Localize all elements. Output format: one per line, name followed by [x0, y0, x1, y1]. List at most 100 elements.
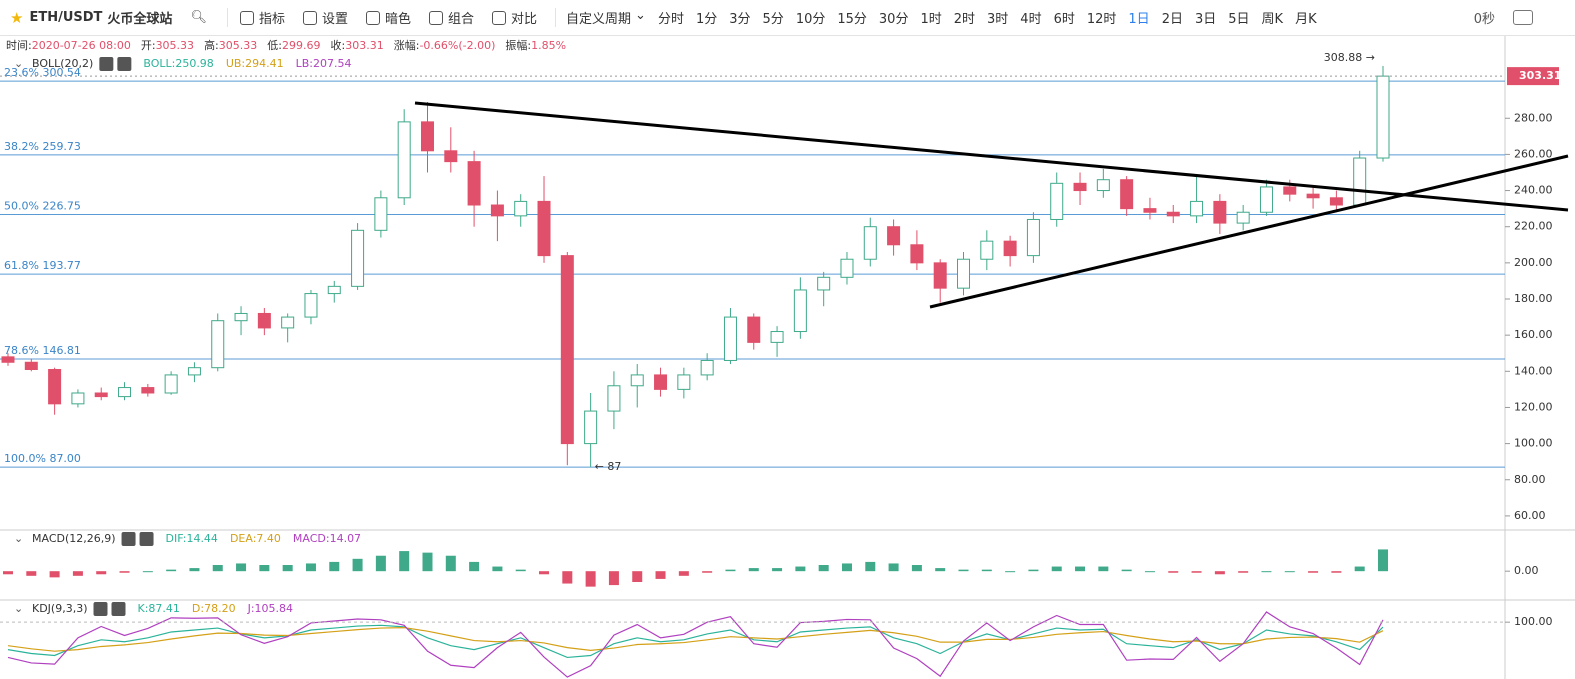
period-button[interactable]: 2日 [1161, 12, 1183, 27]
period-button[interactable]: 10分 [795, 12, 826, 27]
macd-bar [818, 565, 829, 572]
clock: 0秒 [1473, 12, 1495, 27]
period-button[interactable]: 5分 [762, 12, 784, 27]
screenshot[interactable] [1513, 10, 1533, 25]
tool-button[interactable]: 对比 [492, 8, 537, 27]
settings-button[interactable] [121, 532, 136, 546]
period-button[interactable]: 周K [1261, 12, 1284, 27]
period-button[interactable]: 分时 [657, 12, 684, 27]
macd-bar [981, 569, 992, 572]
period-button[interactable]: 3时 [987, 12, 1009, 27]
kdj-line [7, 611, 1384, 678]
fib-label: 50.0% 226.75 [4, 200, 81, 213]
tool-icon [492, 10, 507, 25]
collapse-arrow: ⌄ [14, 602, 23, 615]
legend-item: DIF:14.44 [166, 532, 218, 545]
period-button[interactable]: 月K [1295, 12, 1317, 27]
fib-label: 78.6% 146.81 [4, 344, 81, 357]
candle-body [863, 226, 877, 260]
period-button[interactable]: 15分 [837, 12, 867, 27]
price-annotation: ← 87 [595, 460, 622, 473]
legend-item: BOLL:250.98 [143, 57, 213, 70]
period-button[interactable]: 6时 [1053, 12, 1075, 27]
candle-body [887, 226, 901, 246]
period-button[interactable]: 1分 [695, 12, 718, 27]
fib-label: 38.2% 259.73 [4, 140, 81, 153]
period-button[interactable]: 2时 [953, 12, 976, 27]
macd-bar [1121, 569, 1132, 572]
candle-body [1283, 186, 1297, 195]
tool-button[interactable]: 指标 [239, 8, 285, 27]
candle-body [1096, 179, 1110, 192]
macd-bar [399, 551, 410, 572]
y-tick-label: 100.00 [1514, 437, 1553, 450]
period-button[interactable]: 1日 [1128, 12, 1150, 27]
macd-bar [492, 566, 503, 572]
macd-bar [1028, 569, 1039, 572]
close-button[interactable] [117, 57, 132, 71]
macd-bar [1051, 566, 1062, 572]
tool-icon [429, 10, 443, 25]
info-label: 收: [331, 38, 346, 52]
close-button[interactable] [111, 602, 126, 616]
period-button[interactable]: 3分 [729, 12, 751, 27]
macd-bar [515, 569, 526, 572]
tool-button[interactable]: 组合 [429, 8, 474, 27]
price-annotation: 308.88 → [1324, 51, 1375, 64]
macd-bar [1005, 571, 1016, 573]
info-value: 2020-07-26 08:00 [32, 39, 131, 52]
macd-bar [632, 571, 643, 582]
y-tick-label: 140.00 [1514, 364, 1553, 377]
candle-body [48, 368, 62, 405]
settings-button[interactable] [93, 602, 108, 616]
period-button[interactable]: 1时 [920, 12, 942, 27]
macd-bar [841, 563, 852, 572]
period-button[interactable]: 4时 [1020, 12, 1042, 27]
macd-bar [911, 565, 922, 572]
tool-button[interactable]: 暗色 [365, 8, 411, 27]
search[interactable]: 🔍︎ [190, 10, 207, 25]
macd-bar [539, 571, 550, 575]
candle-body [654, 374, 668, 390]
indicator-name: MACD(12,26,9) [32, 532, 116, 545]
collapse-arrow: ⌄ [14, 532, 23, 545]
period-button[interactable]: 自定义周期 [566, 12, 632, 27]
settings-button[interactable] [99, 57, 114, 71]
candle-body [677, 374, 691, 390]
macd-bar [1261, 571, 1272, 573]
candle-body [1259, 186, 1273, 213]
candle-body [257, 312, 271, 329]
info-value: 305.33 [156, 39, 195, 52]
macd-bar [702, 571, 713, 573]
macd-bar [935, 568, 946, 572]
candle-body [1003, 240, 1017, 257]
close-button[interactable] [139, 532, 154, 546]
fib-label: 100.0% 87.00 [4, 452, 81, 465]
macd-bar [375, 555, 386, 572]
symbol: ETH/USDT [29, 10, 103, 25]
macd-bar [1308, 571, 1319, 573]
star[interactable]: ★ [10, 8, 24, 27]
info-label: 振幅: [505, 38, 531, 52]
period-button[interactable]: 30分 [878, 12, 909, 27]
candle-body [1376, 75, 1390, 159]
candle-body [840, 258, 854, 278]
period-button[interactable]: 3日 [1194, 12, 1217, 27]
candle-body [1190, 200, 1204, 217]
y-tick-label: 60.00 [1514, 509, 1546, 522]
period-button[interactable]: 12时 [1086, 12, 1117, 27]
candle-body [584, 410, 598, 445]
candle-body [1073, 182, 1087, 192]
macd-bar [1284, 571, 1295, 573]
candle-body [24, 361, 38, 370]
macd-bar [748, 568, 759, 572]
period-button[interactable]: 5日 [1228, 12, 1250, 27]
exchange: 火币全球站 [107, 12, 173, 27]
macd-bar [1214, 571, 1225, 575]
tool-button[interactable]: 设置 [302, 8, 348, 27]
candle-body [1143, 208, 1157, 213]
candle-body [211, 320, 225, 369]
macd-bar [1238, 571, 1249, 573]
macd-bar [1354, 566, 1365, 572]
